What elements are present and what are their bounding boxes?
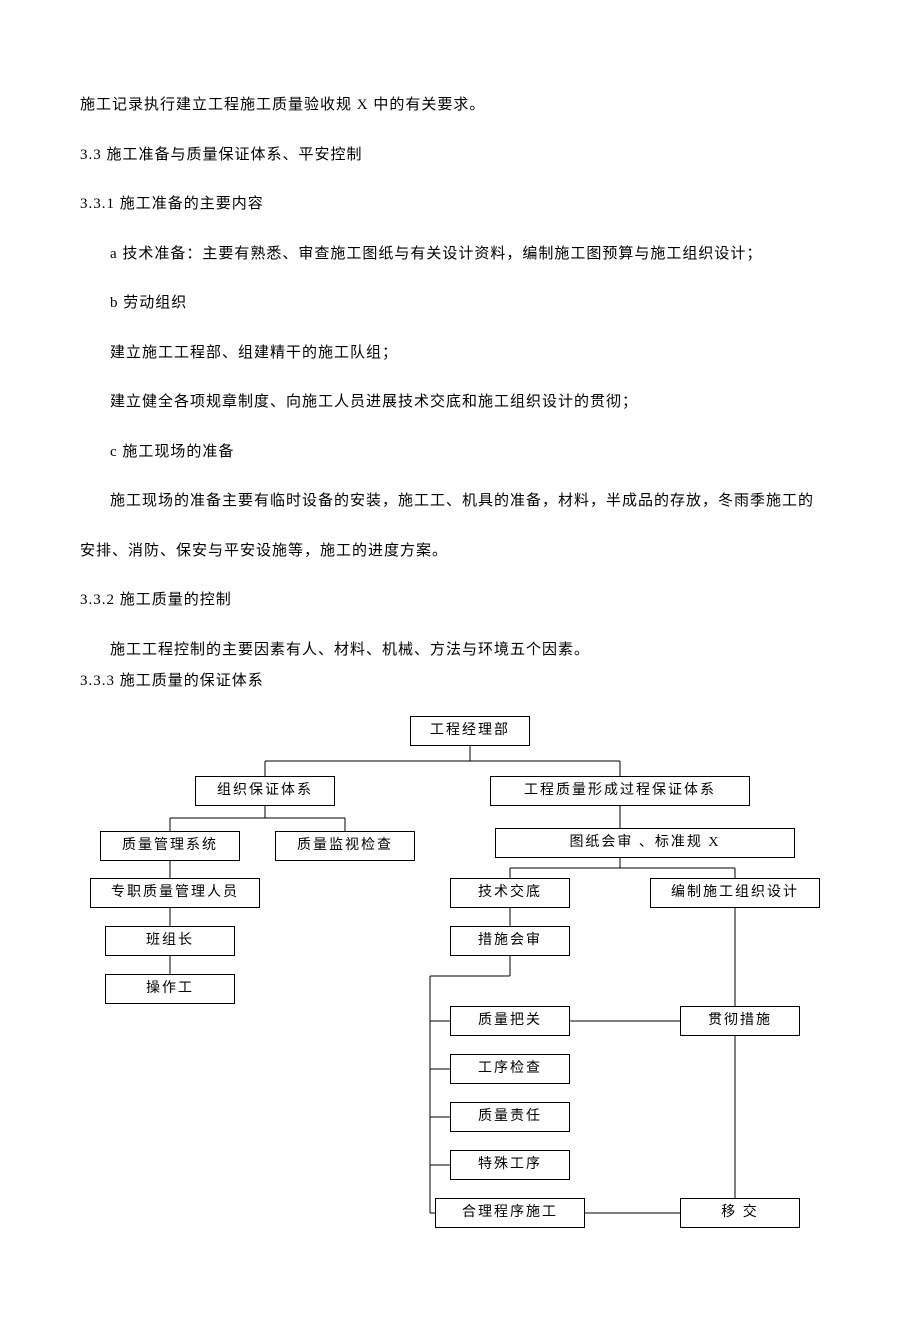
org-node-r4: 措施会审 <box>450 926 570 956</box>
org-node-r3a: 技术交底 <box>450 878 570 908</box>
org-node-r9a: 合理程序施工 <box>435 1198 585 1228</box>
org-chart: 工程经理部组织保证体系 工程质量形成过程保证体系质量管理系统 质量监视检查 图纸会审 … <box>80 716 840 1296</box>
org-node-l2b: 质量监视检查 <box>275 831 415 861</box>
heading-3-3-1: 3.3.1 施工准备的主要内容 <box>80 189 840 221</box>
heading-3-3-2: 3.3.2 施工质量的控制 <box>80 585 840 617</box>
paragraph-3-3-2: 施工工程控制的主要因素有人、材料、机械、方法与环境五个因素。 <box>80 635 840 667</box>
item-c2: 安排、消防、保安与平安设施等，施工的进度方案。 <box>80 536 840 568</box>
org-node-r5a: 质量把关 <box>450 1006 570 1036</box>
org-node-r5b: 贯彻措施 <box>680 1006 800 1036</box>
document-page: 施工记录执行建立工程施工质量验收规 X 中的有关要求。 3.3 施工准备与质量保… <box>0 0 920 1336</box>
org-node-r2: 图纸会审 、标准规 X <box>495 828 795 858</box>
org-node-l1: 组织保证体系 <box>195 776 335 806</box>
org-node-r3b: 编制施工组织设计 <box>650 878 820 908</box>
org-node-r6: 工序检查 <box>450 1054 570 1084</box>
org-node-l3: 专职质量管理人员 <box>90 878 260 908</box>
org-node-r7: 质量责任 <box>450 1102 570 1132</box>
paragraph-intro: 施工记录执行建立工程施工质量验收规 X 中的有关要求。 <box>80 90 840 122</box>
org-node-root: 工程经理部 <box>410 716 530 746</box>
org-node-l2a: 质量管理系统 <box>100 831 240 861</box>
org-node-l5: 操作工 <box>105 974 235 1004</box>
org-node-l4: 班组长 <box>105 926 235 956</box>
org-node-r1: 工程质量形成过程保证体系 <box>490 776 750 806</box>
item-b2: 建立健全各项规章制度、向施工人员进展技术交底和施工组织设计的贯彻； <box>80 387 840 419</box>
item-c: c 施工现场的准备 <box>80 437 840 469</box>
item-b: b 劳动组织 <box>80 288 840 320</box>
heading-3-3-3: 3.3.3 施工质量的保证体系 <box>80 666 840 698</box>
org-node-r9b: 移 交 <box>680 1198 800 1228</box>
item-b1: 建立施工工程部、组建精干的施工队组； <box>80 338 840 370</box>
heading-3-3: 3.3 施工准备与质量保证体系、平安控制 <box>80 140 840 172</box>
item-a: a 技术准备：主要有熟悉、审查施工图纸与有关设计资料，编制施工图预算与施工组织设… <box>80 239 840 271</box>
org-node-r8: 特殊工序 <box>450 1150 570 1180</box>
item-c1: 施工现场的准备主要有临时设备的安装，施工工、机具的准备，材料，半成品的存放，冬雨… <box>80 486 840 518</box>
